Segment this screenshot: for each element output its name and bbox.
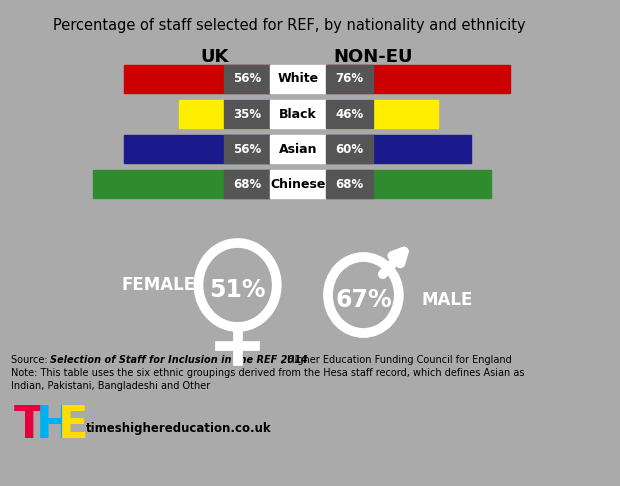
Bar [224, 65, 270, 93]
Text: 68%: 68% [232, 177, 261, 191]
Text: Asian: Asian [279, 142, 317, 156]
Text: H: H [35, 403, 73, 447]
Text: 46%: 46% [335, 107, 363, 121]
Text: timeshighereducation.co.uk: timeshighereducation.co.uk [86, 421, 272, 434]
Text: E: E [58, 403, 88, 447]
Text: 76%: 76% [335, 72, 363, 86]
Text: 51%: 51% [210, 278, 266, 302]
Text: 56%: 56% [232, 142, 261, 156]
Bar [326, 65, 373, 93]
Text: NON-EU: NON-EU [333, 48, 412, 66]
Bar [93, 170, 270, 198]
Text: 68%: 68% [335, 177, 363, 191]
Bar [224, 135, 270, 163]
Bar [326, 100, 438, 128]
Bar [124, 65, 270, 93]
Bar [326, 135, 373, 163]
Text: Note: This table uses the six ethnic groupings derived from the Hesa staff recor: Note: This table uses the six ethnic gro… [11, 368, 525, 378]
Bar [124, 135, 270, 163]
Bar [270, 100, 326, 128]
Text: , Higher Education Funding Council for England: , Higher Education Funding Council for E… [281, 355, 512, 365]
Bar [270, 65, 326, 93]
Text: 56%: 56% [232, 72, 261, 86]
Text: Source:: Source: [11, 355, 51, 365]
Text: MALE: MALE [422, 291, 473, 309]
Text: T: T [14, 403, 45, 447]
Text: FEMALE: FEMALE [122, 276, 195, 294]
Text: Black: Black [279, 107, 317, 121]
Text: Indian, Pakistani, Bangladeshi and Other: Indian, Pakistani, Bangladeshi and Other [11, 381, 210, 391]
Bar [270, 135, 326, 163]
Bar [326, 170, 373, 198]
Bar [179, 100, 270, 128]
Text: 35%: 35% [233, 107, 261, 121]
Text: 67%: 67% [335, 288, 392, 312]
Bar [224, 100, 270, 128]
Bar [224, 170, 270, 198]
Bar [326, 100, 373, 128]
Bar [326, 135, 471, 163]
Text: UK: UK [200, 48, 229, 66]
Bar [270, 170, 326, 198]
Bar [326, 65, 510, 93]
Text: White: White [278, 72, 319, 86]
Text: Selection of Staff for Inclusion in the REF 2014: Selection of Staff for Inclusion in the … [50, 355, 308, 365]
Text: 60%: 60% [335, 142, 363, 156]
Text: Chinese: Chinese [270, 177, 326, 191]
Bar [326, 170, 491, 198]
Text: Percentage of staff selected for REF, by nationality and ethnicity: Percentage of staff selected for REF, by… [53, 18, 525, 33]
